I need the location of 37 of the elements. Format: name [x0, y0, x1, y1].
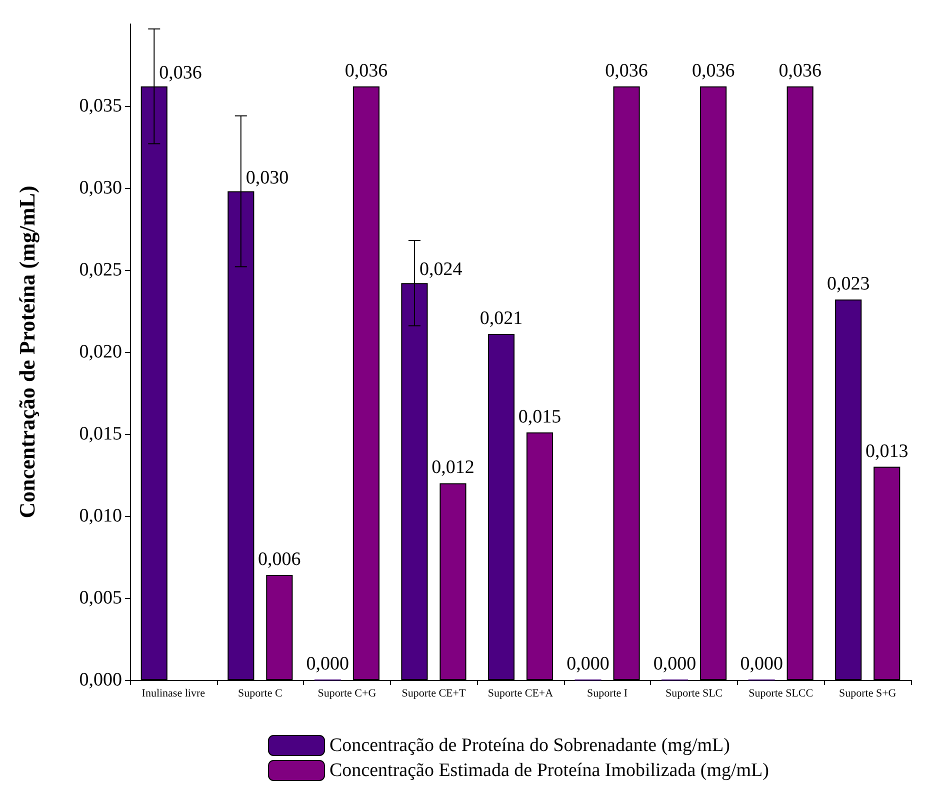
x-tick-label: Suporte S+G [838, 688, 896, 700]
y-tick-label: 0,035 [79, 96, 122, 116]
y-axis-title: Concentração de Proteína (mg/mL) [14, 186, 40, 518]
x-tick-label: Suporte SLC [665, 688, 723, 700]
y-tick-label: 0,010 [79, 506, 122, 526]
data-label: 0,006 [258, 549, 301, 570]
data-label: 0,036 [159, 62, 202, 84]
y-tick-label: 0,030 [79, 178, 122, 198]
data-label: 0,024 [419, 259, 463, 280]
data-label: 0,036 [344, 60, 388, 82]
data-label: 0,021 [480, 308, 523, 329]
data-label: 0,000 [566, 654, 610, 674]
legend-label: Concentração Estimada de Proteína Imobilizada (mg/mL) [330, 760, 769, 781]
data-label: 0,000 [740, 654, 783, 674]
y-tick-label: 0,000 [79, 670, 122, 690]
data-label: 0,036 [605, 60, 648, 82]
x-tick-label: Suporte CE+A [488, 688, 554, 700]
data-label: 0,036 [778, 60, 822, 82]
data-label: 0,015 [518, 406, 562, 428]
data-label: 0,036 [692, 60, 735, 82]
x-tick-label: Suporte CE+T [402, 688, 466, 700]
data-label: 0,000 [653, 654, 696, 674]
data-label: 0,023 [826, 274, 870, 295]
x-tick-label: Suporte C [238, 688, 282, 700]
data-label: 0,013 [865, 440, 908, 462]
legend-label: Concentração de Proteína do Sobrenadante (mg/mL) [330, 735, 730, 756]
y-tick-label: 0,015 [79, 424, 122, 444]
x-tick-label: Suporte I [586, 688, 628, 700]
y-tick-label: 0,005 [79, 588, 122, 608]
y-tick-label: 0,025 [79, 260, 122, 280]
x-tick-label: Suporte C+G [318, 688, 376, 700]
x-tick-label: Suporte SLCC [748, 688, 814, 700]
data-label: 0,000 [306, 654, 350, 674]
y-tick-label: 0,020 [79, 342, 122, 362]
x-tick-label: Inulinase livre [142, 688, 206, 700]
data-label: 0,012 [432, 457, 474, 478]
data-label: 0,030 [246, 167, 289, 188]
